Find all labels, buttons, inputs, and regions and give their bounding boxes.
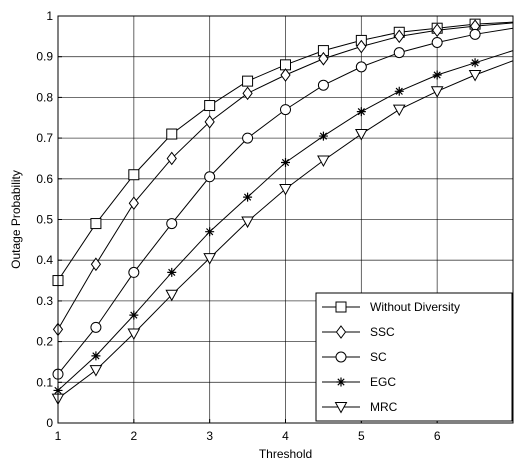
data-point (355, 61, 367, 73)
data-point (242, 75, 254, 87)
data-point (468, 70, 482, 82)
data-point (127, 328, 141, 340)
legend-label: SSC (370, 325, 395, 339)
x-tick-label: 2 (130, 429, 137, 443)
legend-item: MRC (322, 400, 398, 414)
x-tick-label: 6 (434, 429, 441, 443)
data-point (280, 104, 291, 116)
data-point (469, 28, 481, 40)
data-point (167, 267, 177, 277)
legend-label: MRC (370, 400, 398, 414)
x-axis-label: Threshold (259, 447, 312, 461)
data-point (470, 58, 480, 68)
data-point (90, 218, 102, 230)
data-point (318, 51, 329, 66)
data-point (354, 129, 368, 141)
y-tick-label: 1 (46, 9, 53, 23)
data-point (394, 29, 405, 44)
data-point (280, 68, 291, 82)
series-without-diversity (52, 18, 514, 287)
legend-item: Without Diversity (322, 300, 460, 314)
data-point (205, 227, 215, 237)
series-layer (51, 18, 514, 406)
series-ssc (52, 19, 514, 337)
data-point (203, 253, 217, 265)
data-point (90, 321, 102, 333)
data-point (394, 86, 404, 96)
x-tick-label: 3 (206, 429, 213, 443)
data-point (432, 70, 442, 80)
data-point (90, 257, 102, 272)
data-point (242, 132, 254, 144)
data-point (128, 196, 139, 211)
x-tick-label: 4 (282, 429, 289, 443)
data-point (128, 169, 140, 181)
data-point (204, 100, 216, 112)
data-point (204, 114, 215, 129)
legend-label: Without Diversity (370, 300, 460, 314)
legend-item: SSC (322, 325, 395, 339)
y-tick-label: 0.5 (36, 213, 53, 227)
series-mrc (51, 60, 514, 406)
data-point (431, 36, 443, 48)
legend-label: EGC (370, 375, 396, 389)
y-tick-label: 0.6 (36, 172, 53, 186)
y-tick-label: 0.3 (36, 294, 53, 308)
y-tick-label: 0.7 (36, 131, 53, 145)
data-point (242, 86, 253, 101)
legend-label: SC (370, 350, 387, 364)
data-point (432, 23, 443, 38)
data-point (281, 158, 290, 168)
legend-marker (335, 301, 347, 313)
data-point (91, 351, 101, 361)
data-point (204, 171, 216, 183)
data-point (393, 47, 405, 59)
data-point (356, 39, 367, 54)
data-point (318, 131, 328, 141)
data-point (317, 155, 330, 168)
data-point (430, 86, 444, 98)
legend-marker (335, 351, 347, 363)
data-point (279, 183, 292, 196)
legend-marker (336, 377, 346, 387)
y-tick-label: 0 (46, 416, 53, 430)
data-point (241, 216, 254, 229)
data-point (89, 365, 103, 377)
y-tick-label: 0.8 (36, 90, 53, 104)
legend-marker (335, 325, 347, 339)
series-sc (52, 27, 514, 380)
data-point (128, 266, 140, 278)
x-tick-label: 1 (55, 429, 62, 443)
y-tick-label: 0.4 (36, 253, 53, 267)
data-point (129, 310, 139, 320)
legend-marker (334, 402, 348, 414)
x-tick-label: 5 (358, 429, 365, 443)
data-point (392, 104, 406, 117)
y-tick-label: 0.9 (36, 50, 53, 64)
y-tick-label: 0.1 (36, 375, 53, 389)
data-point (165, 289, 179, 302)
legend: Without Diversity SSC SC EGC MRC (315, 292, 513, 422)
data-point (243, 192, 253, 202)
y-tick-label: 0.2 (36, 335, 53, 349)
legend-item: EGC (322, 375, 396, 389)
data-point (166, 218, 178, 230)
data-point (356, 107, 366, 117)
data-point (166, 128, 178, 140)
axis-ticks: 1 2 3 4 5 6 0 0.1 0.2 0.3 0.4 0.5 0.6 0.7 0.8 0.9 1 (36, 9, 441, 443)
data-point (317, 79, 329, 91)
data-point (166, 151, 177, 166)
legend-item: SC (322, 350, 387, 364)
y-axis-label: Outage Probability (9, 170, 23, 269)
